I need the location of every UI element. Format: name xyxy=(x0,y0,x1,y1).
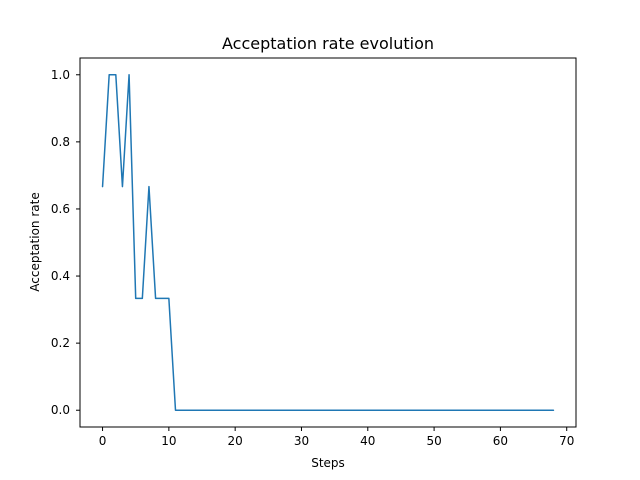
x-tick-label: 10 xyxy=(161,434,176,448)
plot-layer xyxy=(101,74,555,411)
x-ticks-layer: 0 10 20 30 40 50 60 70 xyxy=(99,427,574,448)
y-ticks-layer: 0.0 0.2 0.4 0.6 0.8 1.0 xyxy=(51,68,80,417)
y-tick-label: 1.0 xyxy=(51,68,70,82)
y-tick-label: 0.0 xyxy=(51,403,70,417)
y-tick-label: 0.2 xyxy=(51,336,70,350)
x-axis-label: Steps xyxy=(311,456,345,470)
chart-title: Acceptation rate evolution xyxy=(222,34,434,53)
x-tick-label: 40 xyxy=(360,434,375,448)
x-tick-label: 20 xyxy=(228,434,243,448)
series-line-0 xyxy=(101,74,555,411)
y-axis-label: Acceptation rate xyxy=(28,192,42,291)
x-tick-label: 70 xyxy=(559,434,574,448)
y-tick-label: 0.4 xyxy=(51,269,70,283)
plot-frame xyxy=(79,57,577,428)
x-tick-label: 60 xyxy=(493,434,508,448)
y-tick-label: 0.8 xyxy=(51,135,70,149)
y-tick-label: 0.6 xyxy=(51,202,70,216)
x-tick-label: 0 xyxy=(99,434,107,448)
x-tick-label: 30 xyxy=(294,434,309,448)
x-tick-label: 50 xyxy=(426,434,441,448)
